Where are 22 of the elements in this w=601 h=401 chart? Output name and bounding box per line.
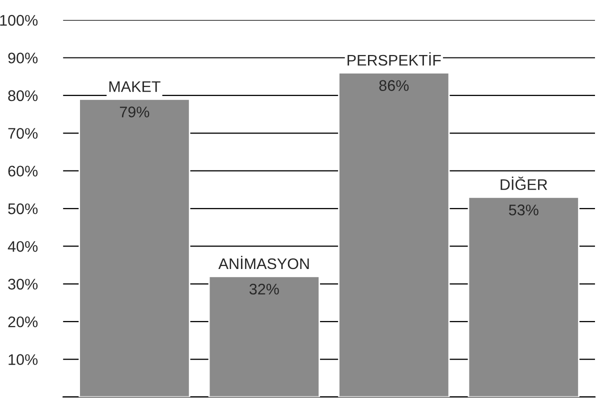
data-label: 86%: [379, 80, 409, 91]
x-tick-label: ANİMASYON: [218, 256, 309, 270]
data-label: 32%: [249, 284, 279, 295]
bar: [208, 276, 320, 397]
bar: [468, 196, 580, 397]
y-tick-label: 60%: [8, 166, 38, 177]
x-tick-label: MAKET: [109, 81, 160, 92]
y-tick-label: 80%: [8, 90, 38, 102]
bar: [78, 98, 190, 397]
y-tick-label: 70%: [8, 128, 38, 139]
y-tick-label: 90%: [8, 52, 38, 64]
y-tick-label: 30%: [8, 278, 38, 290]
y-tick-label: 50%: [8, 203, 38, 214]
y-tick-label: 20%: [8, 316, 38, 328]
y-tick-label: 40%: [8, 241, 38, 252]
x-tick-label: PERSPEKTİF: [348, 52, 441, 66]
bar: [338, 72, 450, 397]
x-tick-label: DİĞER: [500, 176, 548, 190]
y-tick-label: 10%: [8, 354, 38, 365]
data-label: 53%: [508, 204, 538, 216]
y-tick-label: 100%: [0, 14, 38, 26]
data-label: 79%: [120, 106, 150, 118]
